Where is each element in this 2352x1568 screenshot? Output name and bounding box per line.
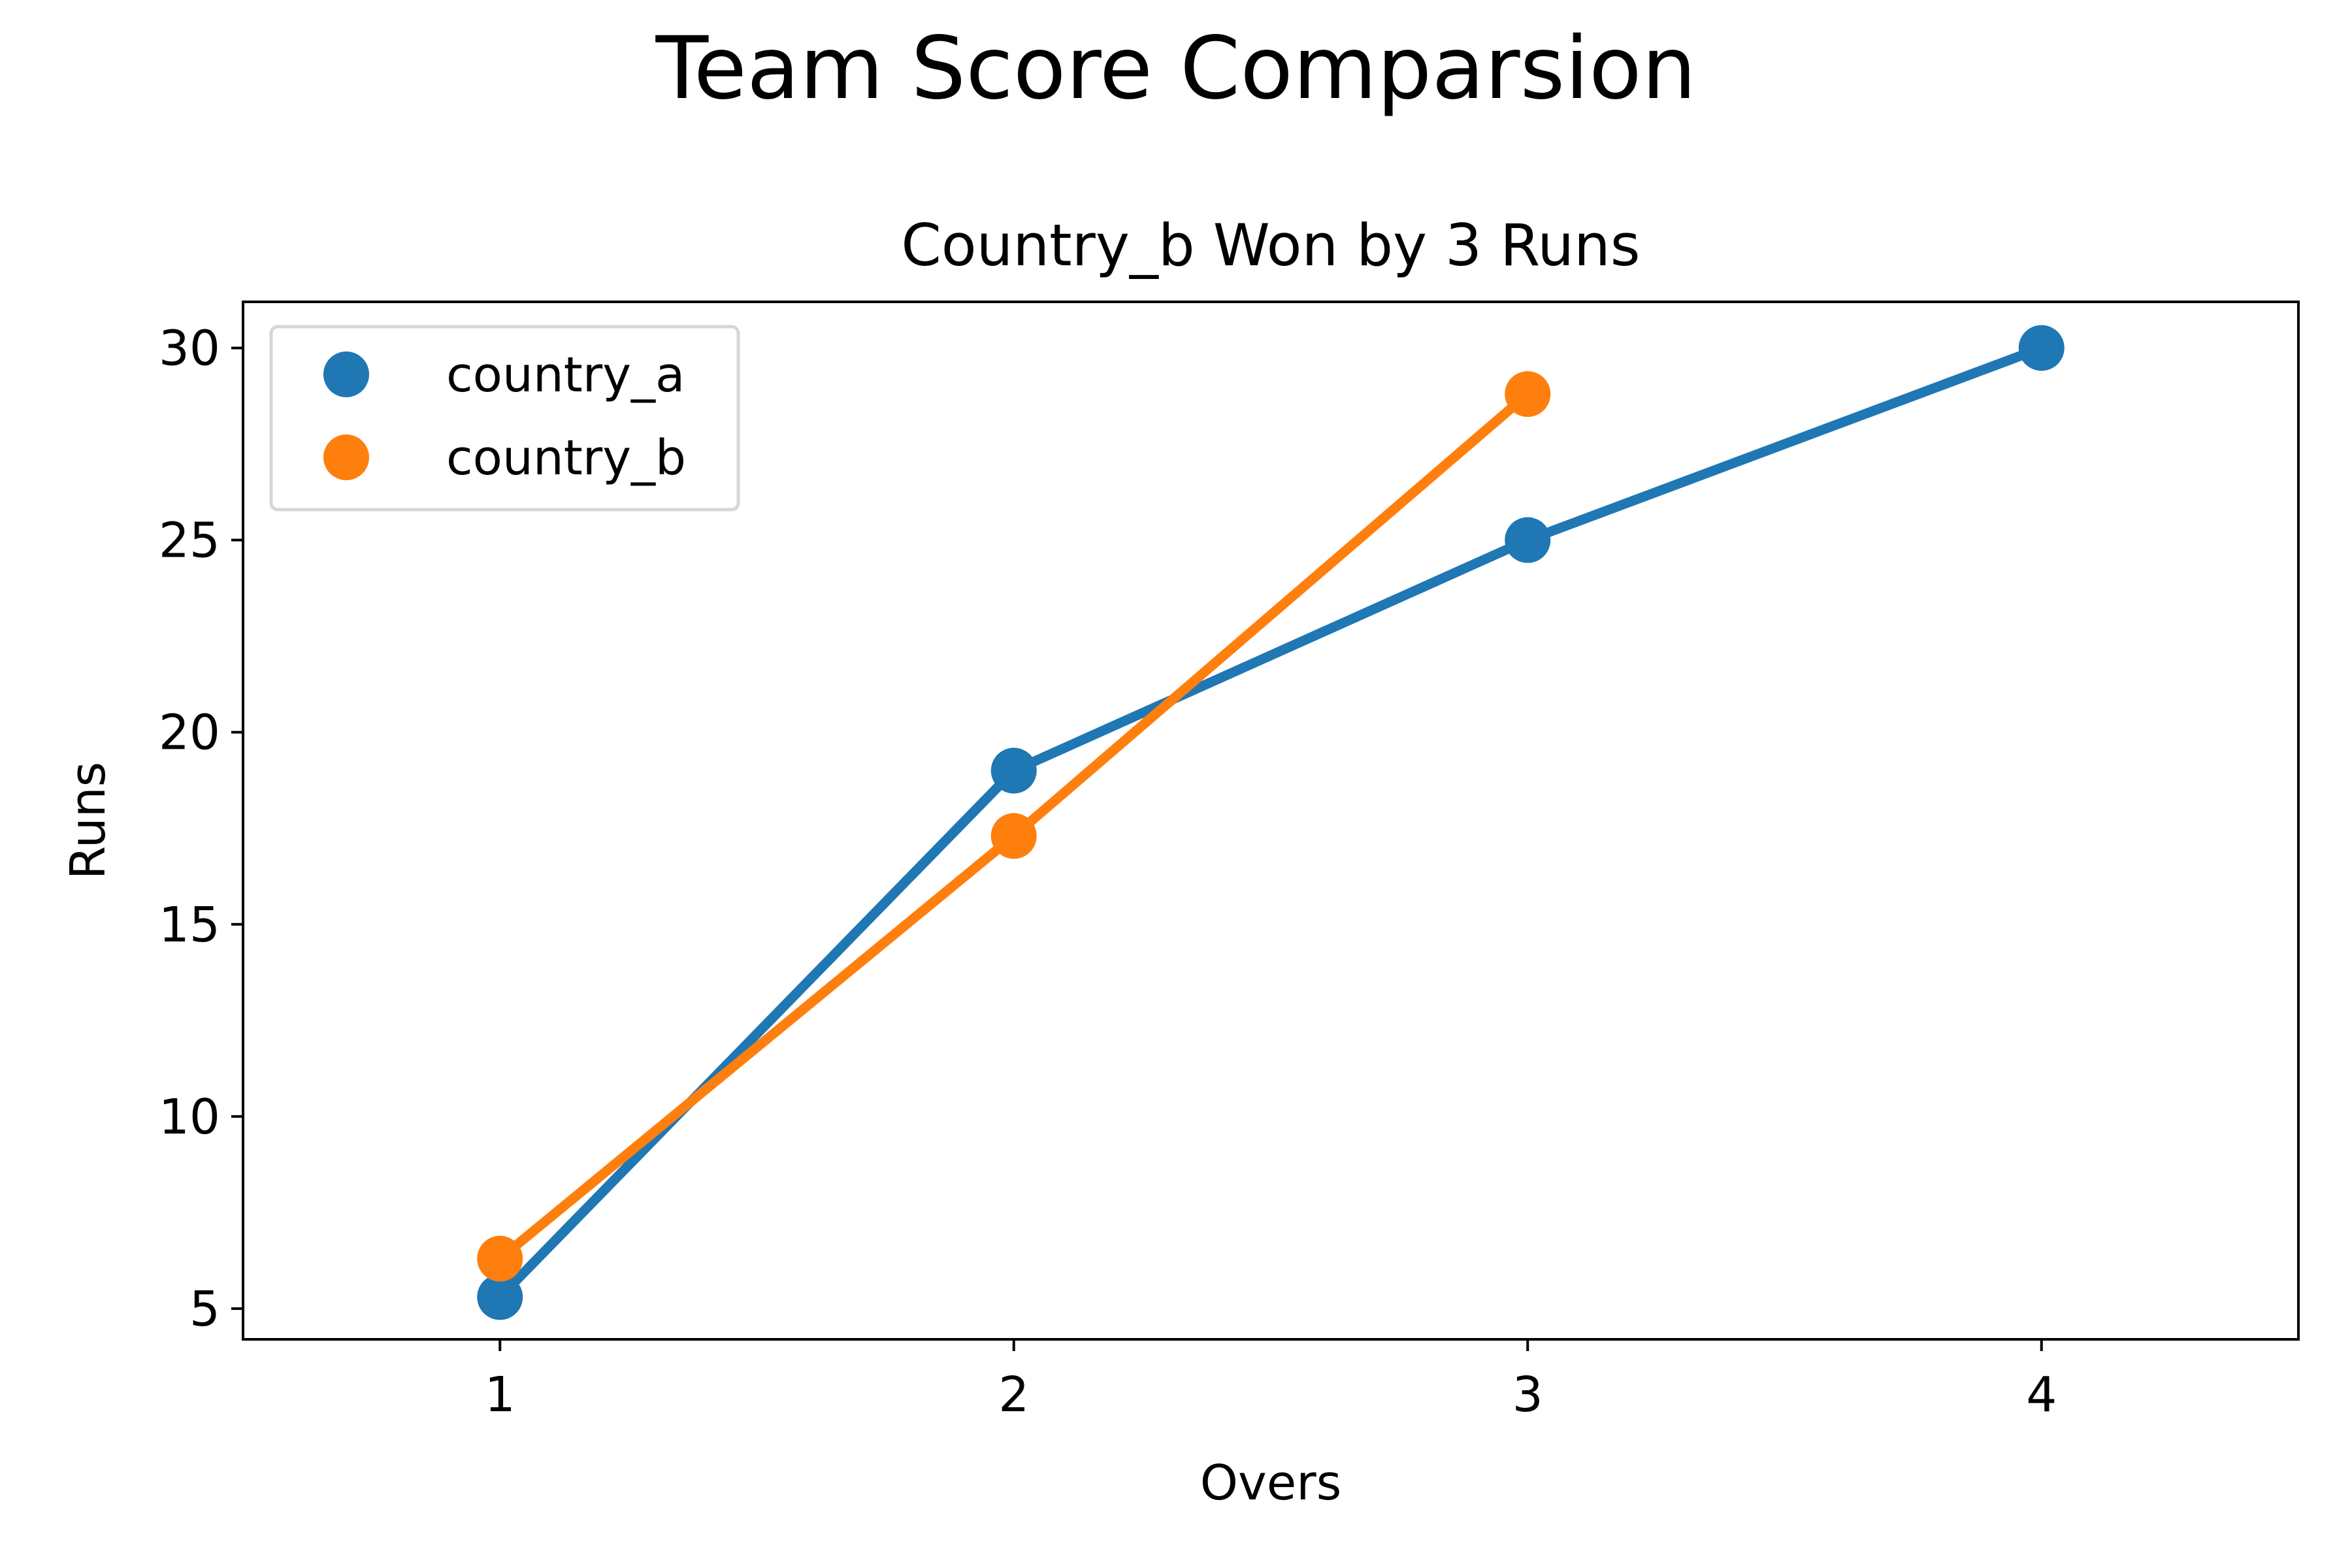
- legend-label-country_a: country_a: [446, 347, 685, 403]
- x-tick-label: 2: [998, 1367, 1029, 1423]
- y-tick-label: 20: [159, 705, 220, 761]
- data-point-country_a-2: [990, 747, 1037, 794]
- y-tick-label: 25: [159, 513, 220, 569]
- x-tick-label: 1: [485, 1367, 515, 1423]
- data-point-country_b-1: [477, 1235, 523, 1282]
- series-line-country_a: [496, 343, 2044, 1301]
- y-tick-label: 5: [189, 1281, 220, 1337]
- y-tick-label: 15: [159, 897, 220, 953]
- y-tick-label: 30: [159, 321, 220, 377]
- plot-area: [477, 325, 2065, 1320]
- y-tick-label: 10: [159, 1089, 220, 1145]
- x-axis-label: Overs: [1200, 1455, 1342, 1511]
- data-point-country_a-4: [2018, 325, 2065, 371]
- legend-marker-country_a: [323, 351, 369, 397]
- y-axis-label: Runs: [60, 762, 116, 879]
- legend: country_a country_b: [269, 325, 740, 512]
- data-point-country_a-1: [477, 1274, 523, 1320]
- axes-frame: [242, 301, 2300, 1341]
- data-point-country_b-3: [1505, 371, 1551, 417]
- x-tick-label: 3: [1512, 1367, 1543, 1423]
- chart-suptitle: Team Score Comparsion: [655, 18, 1697, 119]
- legend-box: [269, 325, 740, 512]
- x-tick-label: 4: [2026, 1367, 2057, 1423]
- data-point-country_b-2: [990, 813, 1037, 859]
- chart-title: Country_b Won by 3 Runs: [901, 212, 1640, 279]
- legend-marker-country_b: [323, 434, 369, 480]
- data-point-country_a-3: [1505, 517, 1551, 563]
- legend-label-country_b: country_b: [446, 430, 686, 486]
- axis-ticks: 1 2 3 4 5 10 15 20 25 30: [159, 321, 2057, 1423]
